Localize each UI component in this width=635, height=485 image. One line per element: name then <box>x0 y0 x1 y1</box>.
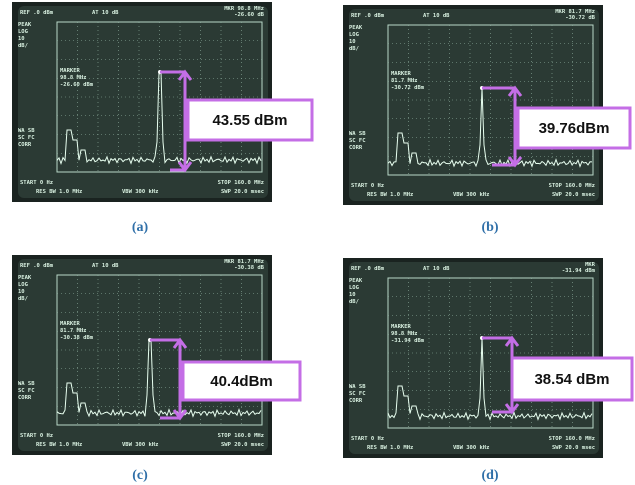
marker-top-level: -30.72 dB <box>565 15 595 21</box>
mode: PEAK <box>18 22 32 28</box>
setting: WA SB <box>349 384 366 390</box>
setting: WA SB <box>18 128 35 134</box>
ref-level: REF .0 dBm <box>351 13 385 19</box>
setting: SC FC <box>349 391 366 397</box>
ref-level: REF .0 dBm <box>351 266 385 272</box>
mode: dB/ <box>18 43 29 49</box>
stop-freq: STOP 160.0 MHz <box>218 433 264 439</box>
start-freq: START 0 Hz <box>351 436 384 442</box>
setting: SC FC <box>349 138 366 144</box>
mode: dB/ <box>18 296 29 302</box>
mode: 10 <box>349 292 356 298</box>
marker-label: MARKER <box>60 321 81 327</box>
mode: LOG <box>349 32 360 38</box>
attenuation: AT 10 dB <box>423 13 450 19</box>
vbw: VBW 300 kHz <box>122 442 158 448</box>
ref-level: REF .0 dBm <box>20 10 54 16</box>
mode: 10 <box>18 289 25 295</box>
annotation: 40.4dBm <box>210 373 273 390</box>
attenuation: AT 10 dB <box>92 263 119 269</box>
start-freq: START 0 Hz <box>351 183 384 189</box>
rbw: RES BW 1.0 MHz <box>36 189 82 195</box>
stop-freq: STOP 160.0 MHz <box>549 436 595 442</box>
mode: PEAK <box>349 25 363 31</box>
mode: PEAK <box>18 275 32 281</box>
figure: REF .0 dBmAT 10 dBMKR 98.8 MHz-26.60 dBP… <box>0 0 635 485</box>
setting: SC FC <box>18 135 35 141</box>
ref-level: REF .0 dBm <box>20 263 54 269</box>
vbw: VBW 300 kHz <box>453 192 489 198</box>
annotation: 38.54 dBm <box>534 371 609 388</box>
setting: CORR <box>18 395 32 401</box>
marker-top-level: -30.38 dB <box>234 265 264 271</box>
start-freq: START 0 Hz <box>20 180 53 186</box>
marker-freq: 81.7 MHz <box>391 78 418 84</box>
caption: (a) <box>132 220 149 235</box>
stop-freq: STOP 160.0 MHz <box>218 180 264 186</box>
mode: PEAK <box>349 278 363 284</box>
screen <box>18 259 268 451</box>
mode: dB/ <box>349 299 360 305</box>
mode: dB/ <box>349 46 360 52</box>
setting: WA SB <box>18 381 35 387</box>
caption: (c) <box>132 468 148 483</box>
sweep: SWP 20.0 msec <box>552 192 595 198</box>
marker-level: -30.72 dBm <box>391 85 425 91</box>
setting: CORR <box>18 142 32 148</box>
start-freq: START 0 Hz <box>20 433 53 439</box>
sweep: SWP 20.0 msec <box>552 445 595 451</box>
screen <box>349 9 599 201</box>
attenuation: AT 10 dB <box>423 266 450 272</box>
rbw: RES BW 1.0 MHz <box>367 192 413 198</box>
mode: 10 <box>349 39 356 45</box>
stop-freq: STOP 160.0 MHz <box>549 183 595 189</box>
vbw: VBW 300 kHz <box>122 189 158 195</box>
mode: LOG <box>349 285 360 291</box>
vbw: VBW 300 kHz <box>453 445 489 451</box>
mode: 10 <box>18 36 25 42</box>
marker-label: MARKER <box>60 68 81 74</box>
attenuation: AT 10 dB <box>92 10 119 16</box>
marker-freq: 81.7 MHz <box>60 328 87 334</box>
sweep: SWP 20.0 msec <box>221 442 264 448</box>
caption: (b) <box>481 220 498 235</box>
setting: CORR <box>349 145 363 151</box>
annotation: 39.76dBm <box>539 120 610 137</box>
marker-level: -30.38 dBm <box>60 335 94 341</box>
rbw: RES BW 1.0 MHz <box>367 445 413 451</box>
setting: WA SB <box>349 131 366 137</box>
marker-label: MARKER <box>391 324 412 330</box>
sweep: SWP 20.0 msec <box>221 189 264 195</box>
marker-level: -31.94 dBm <box>391 338 425 344</box>
mode: LOG <box>18 282 29 288</box>
marker-level: -26.60 dBm <box>60 82 94 88</box>
marker-label: MARKER <box>391 71 412 77</box>
marker-freq: 98.8 MHz <box>391 331 418 337</box>
rbw: RES BW 1.0 MHz <box>36 442 82 448</box>
setting: CORR <box>349 398 363 404</box>
annotation: 43.55 dBm <box>212 112 287 129</box>
marker-freq: 98.8 MHz <box>60 75 87 81</box>
marker-top-level: -31.94 dBm <box>562 268 596 274</box>
mode: LOG <box>18 29 29 35</box>
marker-top-level: -26.60 dB <box>234 12 264 18</box>
setting: SC FC <box>18 388 35 394</box>
caption: (d) <box>481 468 498 483</box>
